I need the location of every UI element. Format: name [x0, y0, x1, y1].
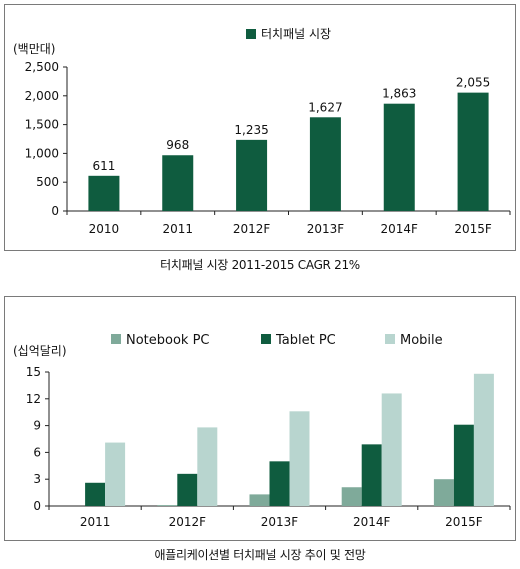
y-axis-label: (백만대) [13, 42, 55, 56]
data-label-2010: 611 [92, 159, 115, 173]
y-tick-label: 6 [33, 445, 41, 459]
y-tick-label: 0 [51, 204, 59, 218]
bar-notebook-pc-2014F [341, 487, 362, 506]
data-label-2011: 968 [166, 138, 189, 152]
chart-2-caption: 애플리케이션별 터치패널 시장 추이 및 전망 [154, 548, 366, 562]
bar-tablet-pc-2011 [85, 482, 106, 506]
bar-mobile-2015F [473, 373, 494, 506]
legend-label-mobile: Mobile [400, 333, 443, 348]
legend-swatch-mobile [385, 334, 395, 344]
data-label-2014F: 1,863 [382, 87, 416, 101]
y-tick-label: 2,500 [25, 60, 59, 74]
x-tick-label-2014F: 2014F [353, 515, 391, 529]
bar-2013F [309, 117, 341, 211]
bar-2014F [383, 103, 415, 211]
y-tick-label: 15 [26, 365, 41, 379]
x-tick-label-2011: 2011 [162, 222, 193, 236]
bar-2012F [236, 139, 268, 211]
legend-label-notebook-pc: Notebook PC [126, 333, 210, 348]
x-tick-label-2013F: 2013F [307, 222, 345, 236]
y-tick-label: 3 [33, 472, 41, 486]
y-tick-label: 500 [36, 175, 59, 189]
data-label-2012F: 1,235 [234, 123, 268, 137]
x-tick-label-2015F: 2015F [454, 222, 492, 236]
x-tick-label-2012F: 2012F [233, 222, 271, 236]
chart-panel-2: Notebook PC Tablet PC Mobile (십억달리) 0 3 6 9 12 15… [4, 296, 516, 541]
x-tick-label-2013F: 2013F [261, 515, 299, 529]
x-tick-label-2011: 2011 [80, 515, 111, 529]
bar-tablet-pc-2013F [269, 461, 290, 506]
data-label-2013F: 1,627 [308, 100, 342, 114]
bar-tablet-pc-2012F [177, 473, 198, 506]
y-tick-label: 1,000 [25, 146, 59, 160]
bar-tablet-pc-2015F [453, 424, 474, 506]
application-market-chart: Notebook PC Tablet PC Mobile (십억달리) 0 3 6 9 12 15… [13, 333, 511, 529]
bar-tablet-pc-2014F [361, 444, 382, 506]
bar-mobile-2012F [197, 427, 218, 506]
bar-mobile-2011 [105, 442, 126, 506]
bar-2010 [88, 175, 120, 211]
chart-panel-1: 터치패널 시장 (백만대) 0 500 1,000 1,500 2,000 2,500 611 2… [4, 4, 516, 251]
y-tick-label: 12 [26, 392, 41, 406]
bar-mobile-2013F [289, 411, 310, 506]
y-tick-label: 0 [33, 499, 41, 513]
y-tick-label: 1,500 [25, 118, 59, 132]
bar-2011 [162, 155, 194, 211]
x-tick-label-2015F: 2015F [445, 515, 483, 529]
legend-swatch-notebook-pc [111, 334, 121, 344]
touch-panel-market-chart: 터치패널 시장 (백만대) 0 500 1,000 1,500 2,000 2,500 611 2… [13, 27, 511, 236]
bar-notebook-pc-2012F [157, 505, 178, 506]
data-label-2015F: 2,055 [456, 76, 490, 90]
x-tick-label-2012F: 2012F [169, 515, 207, 529]
x-tick-label-2014F: 2014F [381, 222, 419, 236]
bar-mobile-2014F [381, 393, 402, 506]
legend-swatch-tablet-pc [261, 334, 271, 344]
bar-2015F [457, 92, 489, 211]
chart-1-caption: 터치패널 시장 2011-2015 CAGR 21% [160, 258, 360, 272]
legend-swatch-touch-panel [246, 29, 256, 39]
y-tick-label: 2,000 [25, 89, 59, 103]
y-axis-label: (십억달리) [13, 344, 67, 358]
x-tick-label-2010: 2010 [89, 222, 120, 236]
bar-notebook-pc-2015F [433, 479, 454, 506]
legend-label-touch-panel: 터치패널 시장 [261, 27, 331, 41]
y-tick-label: 9 [33, 419, 41, 433]
bar-notebook-pc-2013F [249, 494, 270, 506]
legend-label-tablet-pc: Tablet PC [275, 333, 336, 348]
